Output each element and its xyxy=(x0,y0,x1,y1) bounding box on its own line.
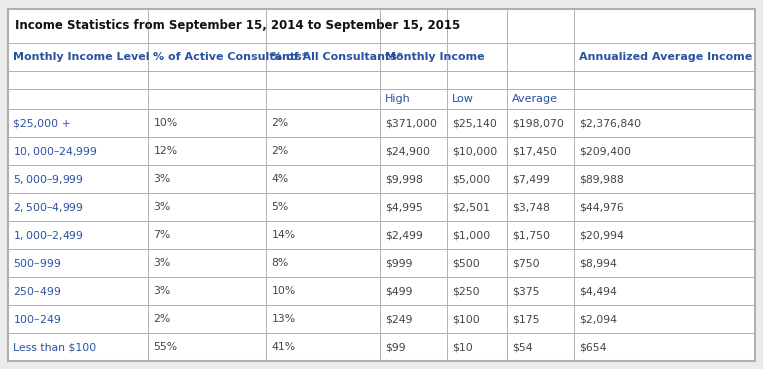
Text: $89,988: $89,988 xyxy=(579,174,624,184)
Text: $5,000 – $9,999: $5,000 – $9,999 xyxy=(13,172,84,186)
Text: $8,994: $8,994 xyxy=(579,258,617,268)
Text: $17,450: $17,450 xyxy=(512,146,557,156)
Text: 2%: 2% xyxy=(272,146,288,156)
Text: $499: $499 xyxy=(385,286,413,296)
Text: Income Statistics from September 15, 2014 to September 15, 2015: Income Statistics from September 15, 201… xyxy=(15,20,460,32)
Text: $54: $54 xyxy=(512,342,533,352)
Text: 7%: 7% xyxy=(153,230,171,240)
Text: $209,400: $209,400 xyxy=(579,146,631,156)
Text: 4%: 4% xyxy=(272,174,288,184)
Text: $9,998: $9,998 xyxy=(385,174,423,184)
Text: $375: $375 xyxy=(512,286,539,296)
Text: % of Active Consultants*: % of Active Consultants* xyxy=(153,52,308,62)
Text: $175: $175 xyxy=(512,314,539,324)
Text: $2,094: $2,094 xyxy=(579,314,617,324)
Text: $10,000 – $24,999: $10,000 – $24,999 xyxy=(13,145,98,158)
Text: 10%: 10% xyxy=(272,286,296,296)
Text: 3%: 3% xyxy=(153,174,171,184)
Text: $5,000: $5,000 xyxy=(452,174,491,184)
Text: $250: $250 xyxy=(452,286,480,296)
Text: Low: Low xyxy=(452,94,474,104)
Text: $4,494: $4,494 xyxy=(579,286,617,296)
Text: Monthly Income: Monthly Income xyxy=(385,52,485,62)
Text: $2,501: $2,501 xyxy=(452,202,491,212)
Text: $1,000 – $2,499: $1,000 – $2,499 xyxy=(13,228,84,241)
Text: 5%: 5% xyxy=(272,202,288,212)
Text: $100: $100 xyxy=(452,314,480,324)
Text: Monthly Income Level: Monthly Income Level xyxy=(13,52,150,62)
Text: $198,070: $198,070 xyxy=(512,118,564,128)
Text: $2,376,840: $2,376,840 xyxy=(579,118,642,128)
Text: $24,900: $24,900 xyxy=(385,146,430,156)
Text: $10: $10 xyxy=(452,342,473,352)
Text: $25,140: $25,140 xyxy=(452,118,497,128)
Text: $500: $500 xyxy=(452,258,480,268)
Text: High: High xyxy=(385,94,410,104)
Text: $4,995: $4,995 xyxy=(385,202,423,212)
Text: 55%: 55% xyxy=(153,342,178,352)
Text: $654: $654 xyxy=(579,342,607,352)
Text: $3,748: $3,748 xyxy=(512,202,550,212)
Text: $10,000: $10,000 xyxy=(452,146,497,156)
Text: $371,000: $371,000 xyxy=(385,118,437,128)
Text: $25,000 +: $25,000 + xyxy=(13,118,71,128)
Text: $20,994: $20,994 xyxy=(579,230,624,240)
Text: % of All Consultants*: % of All Consultants* xyxy=(272,52,403,62)
Text: $44,976: $44,976 xyxy=(579,202,624,212)
Text: $250 – $499: $250 – $499 xyxy=(13,285,61,297)
Text: 3%: 3% xyxy=(153,202,171,212)
Text: $999: $999 xyxy=(385,258,413,268)
Text: $1,750: $1,750 xyxy=(512,230,550,240)
Text: $500 – $999: $500 – $999 xyxy=(13,257,61,269)
Text: 8%: 8% xyxy=(272,258,288,268)
Text: $1,000: $1,000 xyxy=(452,230,491,240)
Text: 3%: 3% xyxy=(153,286,171,296)
Text: $2,499: $2,499 xyxy=(385,230,423,240)
Text: 13%: 13% xyxy=(272,314,295,324)
Text: Annualized Average Income: Annualized Average Income xyxy=(579,52,752,62)
Text: $249: $249 xyxy=(385,314,413,324)
Text: 41%: 41% xyxy=(272,342,295,352)
Text: $100 – $249: $100 – $249 xyxy=(13,313,61,325)
Text: 14%: 14% xyxy=(272,230,295,240)
Text: 10%: 10% xyxy=(153,118,178,128)
Text: $7,499: $7,499 xyxy=(512,174,550,184)
Text: 2%: 2% xyxy=(272,118,288,128)
Text: Average: Average xyxy=(512,94,558,104)
Text: $750: $750 xyxy=(512,258,539,268)
Text: $99: $99 xyxy=(385,342,406,352)
Text: 3%: 3% xyxy=(153,258,171,268)
Text: Less than $100: Less than $100 xyxy=(13,342,96,352)
Text: 12%: 12% xyxy=(153,146,178,156)
Text: $2,500 – $4,999: $2,500 – $4,999 xyxy=(13,200,84,214)
Text: 2%: 2% xyxy=(153,314,171,324)
